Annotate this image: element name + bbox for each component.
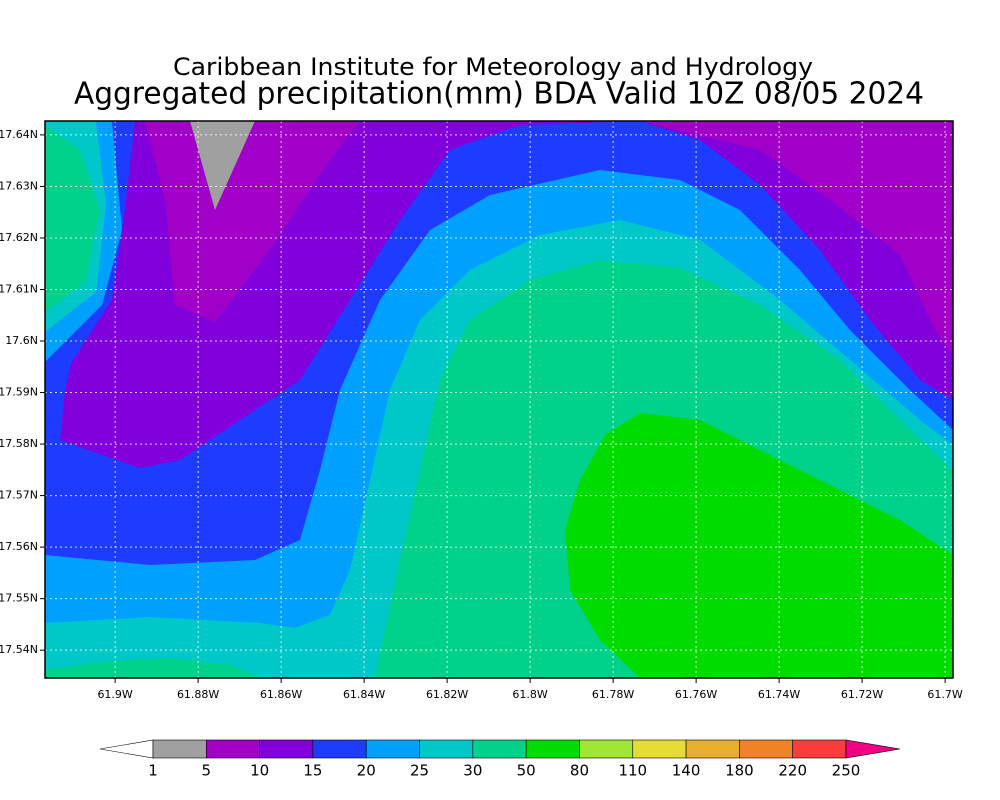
colorbar-label: 180: [725, 762, 754, 780]
colorbar-box: [365, 739, 420, 759]
x-tick-label: 61.86W: [260, 688, 302, 701]
colorbar-label: 15: [303, 762, 322, 780]
colorbar-label: 110: [618, 762, 647, 780]
y-tick-label: 17.61N: [0, 282, 38, 295]
y-tick-label: 17.59N: [0, 386, 38, 399]
colorbar-label: 80: [570, 762, 589, 780]
y-tick-label: 17.58N: [0, 437, 38, 450]
contour-region: [640, 121, 953, 355]
x-tick-label: 61.76W: [675, 688, 717, 701]
contour-region: [145, 121, 360, 322]
colorbar-extend-high: [845, 739, 901, 759]
y-tick-label: 17.56N: [0, 540, 38, 553]
colorbar-label: 10: [250, 762, 269, 780]
colorbar-box: [472, 739, 527, 759]
y-tick-label: 17.57N: [0, 489, 38, 502]
map-frame: [44, 120, 954, 679]
y-tick-label: 17.64N: [0, 128, 38, 141]
subtitle: Aggregated precipitation(mm) BDA Valid 1…: [74, 77, 924, 112]
title: Caribbean Institute for Meteorology and …: [173, 53, 813, 81]
y-tick-label: 17.63N: [0, 179, 38, 192]
x-tick-label: 61.74W: [758, 688, 800, 701]
x-tick-label: 61.82W: [426, 688, 468, 701]
contour-region: [190, 121, 255, 210]
colorbar-box: [685, 739, 740, 759]
x-tick-label: 61.72W: [841, 688, 883, 701]
contour-region: [565, 413, 953, 678]
y-tick-label: 17.55N: [0, 592, 38, 605]
colorbar-extend-low: [99, 739, 154, 759]
colorbar-box: [525, 739, 580, 759]
contour-region: [45, 125, 100, 312]
colorbar-label: 30: [463, 762, 482, 780]
colorbar-box: [206, 739, 260, 759]
colorbar-box: [579, 739, 634, 759]
colorbar-box: [632, 739, 687, 759]
x-tick-label: 61.84W: [343, 688, 385, 701]
colorbar-box: [152, 739, 207, 759]
colorbar-box: [259, 739, 314, 759]
grid: 61.9W 61.88W 61.86W 61.84W 61.82W 61.8W 61.78W…: [0, 121, 963, 701]
x-tick-label: 61.9W: [97, 688, 132, 701]
contour-region: [45, 658, 262, 678]
colorbar-label: 25: [410, 762, 429, 780]
x-tick-label: 61.8W: [512, 688, 547, 701]
colorbar-box: [312, 739, 367, 759]
colorbar: 1 5 10 15 20 25 30 50 80 110 140 180 220 250: [99, 739, 901, 780]
colorbar-label: 20: [357, 762, 376, 780]
colorbar-label: 250: [832, 762, 861, 780]
colorbar-label: 50: [517, 762, 536, 780]
x-tick-label: 61.78W: [592, 688, 634, 701]
x-tick-label: 61.88W: [177, 688, 219, 701]
colorbar-label: 1: [148, 762, 158, 780]
x-tick-label: 61.7W: [927, 688, 962, 701]
colorbar-box: [792, 739, 847, 759]
y-tick-label: 17.62N: [0, 231, 38, 244]
colorbar-label: 140: [672, 762, 701, 780]
y-tick-label: 17.6N: [5, 334, 38, 347]
colorbar-box: [739, 739, 793, 759]
contour-fill: [45, 121, 953, 678]
colorbar-label: 5: [202, 762, 212, 780]
colorbar-box: [419, 739, 474, 759]
colorbar-label: 220: [778, 762, 807, 780]
y-tick-label: 17.54N: [0, 643, 38, 656]
